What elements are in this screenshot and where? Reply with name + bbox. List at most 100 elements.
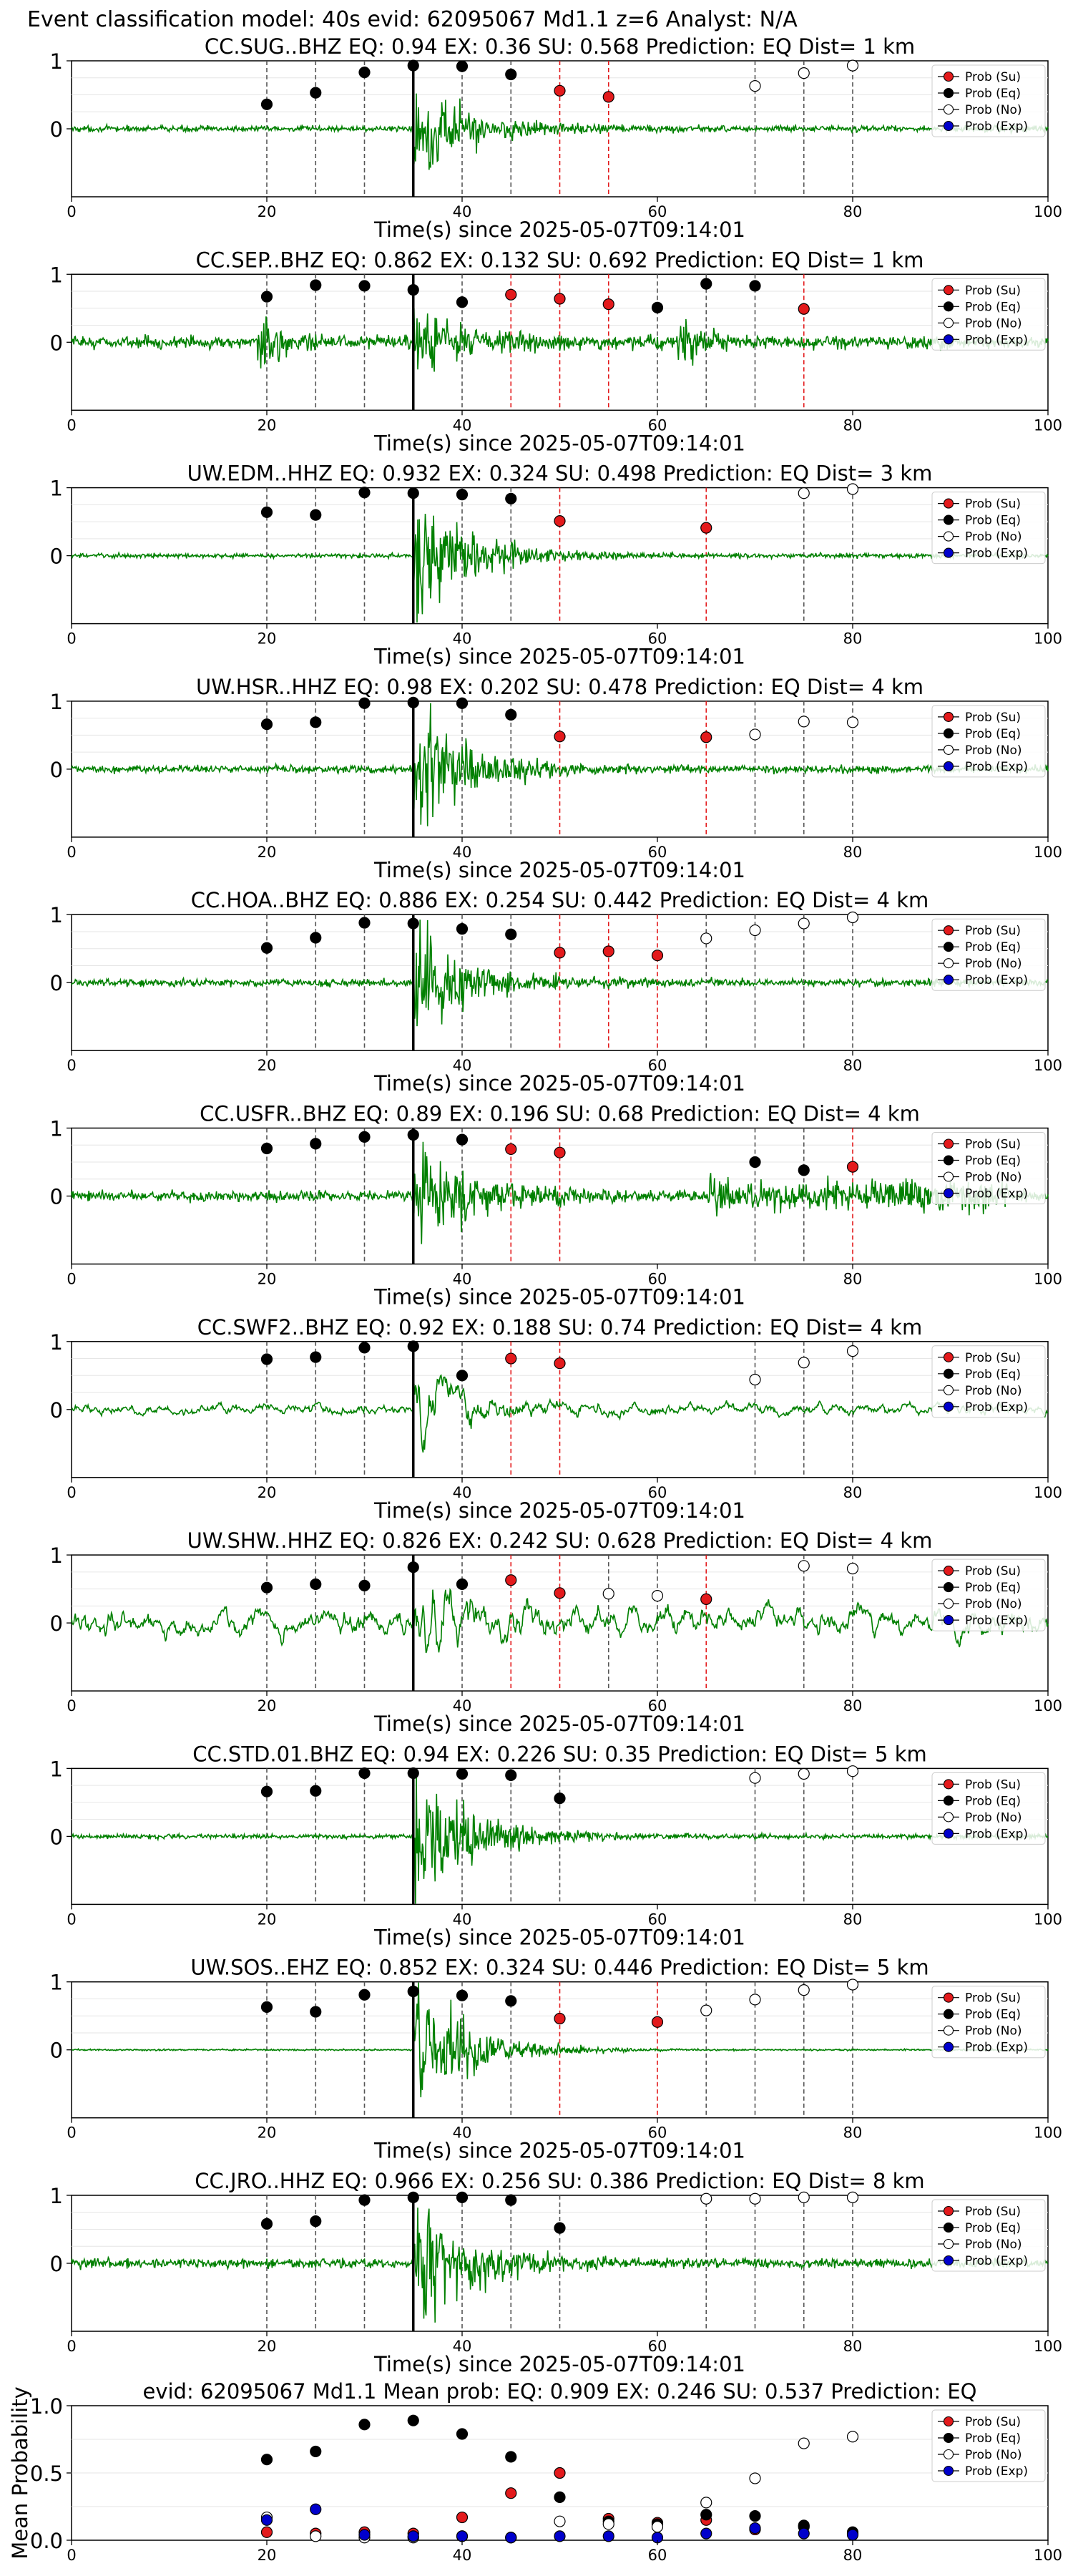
legend-label: Prob (Exp) bbox=[965, 547, 1028, 561]
panel-title: CC.SWF2..BHZ EQ: 0.92 EX: 0.188 SU: 0.74… bbox=[197, 1315, 922, 1340]
x-tick-label: 20 bbox=[258, 1911, 277, 1928]
prob-point-no bbox=[846, 2191, 859, 2203]
panel-8: UW.SHW..HHZ EQ: 0.826 EX: 0.242 SU: 0.62… bbox=[50, 1528, 1063, 1736]
prob-point-no bbox=[602, 1588, 614, 1600]
x-tick-label: 20 bbox=[258, 2338, 277, 2355]
prob-point-su bbox=[554, 1587, 566, 1599]
mean-prob-point-eq bbox=[700, 2509, 712, 2521]
prob-point-su bbox=[651, 2016, 664, 2028]
legend-label: Prob (Eq) bbox=[965, 1581, 1021, 1595]
prob-point-no bbox=[798, 1767, 810, 1780]
prob-point-eq bbox=[456, 923, 469, 935]
legend-label: Prob (Eq) bbox=[965, 2221, 1021, 2235]
legend-marker-exp bbox=[943, 1188, 954, 1199]
mean-prob-point-eq bbox=[749, 2510, 761, 2522]
waveform-trace bbox=[71, 703, 1049, 826]
x-tick-label: 80 bbox=[843, 2338, 863, 2355]
y-tick-label: 0.0 bbox=[30, 2529, 63, 2553]
prob-point-su bbox=[554, 84, 566, 97]
legend-label: Prob (Su) bbox=[965, 1564, 1021, 1579]
legend-marker-su bbox=[943, 2416, 954, 2427]
x-tick-label: 100 bbox=[1034, 1697, 1062, 1714]
prob-point-no bbox=[846, 716, 859, 728]
prob-point-eq bbox=[260, 942, 273, 954]
prob-point-eq bbox=[260, 291, 273, 303]
prob-point-no bbox=[749, 1373, 761, 1386]
legend-label: Prob (Su) bbox=[965, 1991, 1021, 2006]
panel-title: UW.HSR..HHZ EQ: 0.98 EX: 0.202 SU: 0.478… bbox=[196, 675, 923, 699]
legend-marker-su bbox=[943, 1779, 954, 1790]
x-tick-label: 0 bbox=[67, 2547, 76, 2564]
legend-marker-eq bbox=[943, 2009, 954, 2019]
legend-label: Prob (Exp) bbox=[965, 2254, 1028, 2268]
x-tick-label: 0 bbox=[67, 844, 76, 861]
prob-point-no bbox=[846, 1563, 859, 1575]
prob-point-eq bbox=[456, 2191, 469, 2203]
waveform-trace bbox=[71, 1374, 1049, 1453]
legend-label: Prob (Su) bbox=[965, 497, 1021, 512]
panel-title: CC.HOA..BHZ EQ: 0.886 EX: 0.254 SU: 0.44… bbox=[191, 888, 929, 912]
y-tick-label: 1 bbox=[50, 49, 63, 74]
prob-point-no bbox=[846, 1345, 859, 1357]
prob-point-eq bbox=[456, 296, 469, 308]
prob-point-su bbox=[554, 1146, 566, 1158]
x-tick-label: 0 bbox=[67, 1484, 76, 1501]
prob-point-eq bbox=[310, 1578, 322, 1591]
legend: Prob (Su) Prob (Eq) Prob (No) Prob (Exp) bbox=[931, 2199, 1046, 2272]
mean-prob-point-exp bbox=[310, 2503, 322, 2515]
y-tick-label: 0 bbox=[50, 331, 63, 355]
y-tick-label: 0.5 bbox=[30, 2462, 63, 2486]
prob-point-su bbox=[505, 1352, 517, 1365]
legend-marker-exp bbox=[943, 2465, 954, 2477]
y-tick-label: 1 bbox=[50, 690, 63, 714]
x-tick-label: 40 bbox=[453, 2338, 472, 2355]
prob-point-eq bbox=[358, 1579, 371, 1591]
prob-point-su bbox=[651, 950, 664, 962]
x-axis-label: Time(s) since 2025-05-07T09:14:01 bbox=[373, 1712, 745, 1736]
legend-box bbox=[931, 492, 1046, 565]
panel-1: CC.SUG..BHZ EQ: 0.94 EX: 0.36 SU: 0.568 … bbox=[50, 34, 1063, 242]
mean-prob-point-su bbox=[260, 2526, 273, 2538]
legend-marker-no bbox=[943, 958, 954, 969]
y-tick-label: 0 bbox=[50, 971, 63, 995]
legend-marker-eq bbox=[943, 301, 954, 312]
waveform-trace bbox=[71, 93, 1049, 170]
prob-point-su bbox=[700, 522, 712, 534]
x-tick-label: 0 bbox=[67, 630, 76, 648]
prob-point-su bbox=[554, 1357, 566, 1370]
prob-point-eq bbox=[407, 59, 419, 72]
prob-point-su bbox=[846, 1161, 859, 1173]
prob-point-no bbox=[700, 932, 712, 945]
prob-point-eq bbox=[651, 301, 664, 313]
x-tick-label: 100 bbox=[1034, 2124, 1062, 2142]
prob-point-eq bbox=[310, 509, 322, 521]
x-axis-label: Time(s) since 2025-05-07T09:14:01 bbox=[373, 431, 745, 455]
x-tick-label: 80 bbox=[843, 630, 863, 648]
legend: Prob (Su) Prob (Eq) Prob (No) Prob (Exp) bbox=[931, 1132, 1046, 1204]
x-tick-label: 60 bbox=[648, 203, 667, 220]
panel-title: evid: 62095067 Md1.1 Mean prob: EQ: 0.90… bbox=[143, 2379, 977, 2404]
prob-point-eq bbox=[407, 1767, 419, 1780]
prob-point-no bbox=[651, 1590, 664, 1602]
mean-prob-point-su bbox=[505, 2487, 517, 2499]
panel-7: CC.SWF2..BHZ EQ: 0.92 EX: 0.188 SU: 0.74… bbox=[50, 1315, 1063, 1523]
legend-label: Prob (Su) bbox=[965, 2415, 1021, 2429]
waveform-trace bbox=[71, 919, 1049, 1027]
x-axis-label: Time(s) since 2025-05-07T09:14:01 bbox=[373, 2139, 745, 2163]
prob-point-no bbox=[749, 1994, 761, 2006]
y-tick-label: 1 bbox=[50, 2184, 63, 2208]
x-tick-label: 100 bbox=[1034, 844, 1062, 861]
x-tick-label: 60 bbox=[648, 1057, 667, 1074]
legend-label: Prob (Su) bbox=[965, 283, 1021, 298]
legend: Prob (Su) Prob (Eq) Prob (No) Prob (Exp) bbox=[931, 918, 1046, 991]
prob-point-su bbox=[700, 1593, 712, 1605]
prob-point-eq bbox=[456, 488, 469, 501]
legend-label: Prob (Eq) bbox=[965, 2008, 1021, 2022]
prob-point-eq bbox=[310, 87, 322, 99]
legend-marker-eq bbox=[943, 1582, 954, 1593]
legend-label: Prob (No) bbox=[965, 2448, 1022, 2462]
x-tick-label: 40 bbox=[453, 416, 472, 434]
prob-point-eq bbox=[260, 1353, 273, 1365]
waveform-trace bbox=[71, 1769, 1049, 1904]
panels: CC.SUG..BHZ EQ: 0.94 EX: 0.36 SU: 0.568 … bbox=[8, 34, 1062, 2564]
